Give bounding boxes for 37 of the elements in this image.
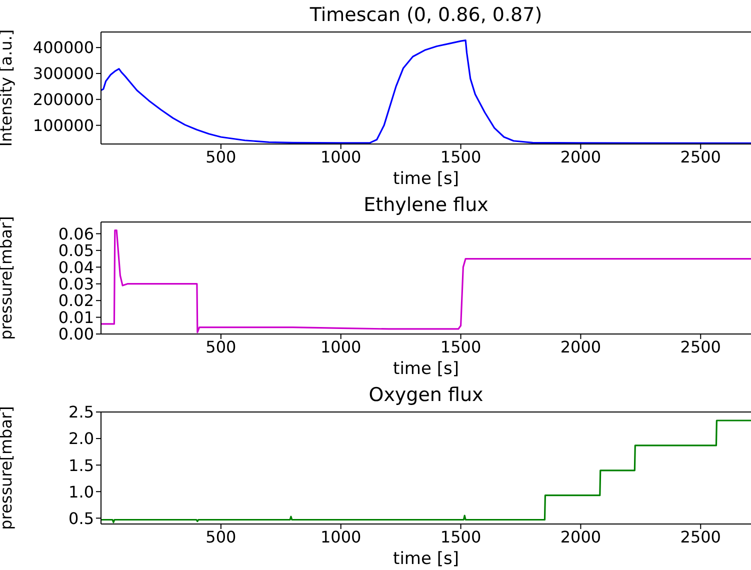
y-tick-label: 0.01 [58, 308, 94, 327]
y-tick-label: 0.03 [58, 274, 94, 294]
y-tick-label: 0.02 [58, 291, 94, 310]
x-tick-label: 1500 [440, 337, 482, 356]
y-tick-label: 400000 [32, 38, 94, 58]
x-tick-label: 2500 [680, 337, 721, 356]
x-tick-label: 1500 [440, 527, 482, 546]
y-tick-label: 0.06 [58, 224, 94, 244]
y-tick-label: 0.00 [58, 324, 94, 344]
x-axis-title: time [s] [393, 169, 459, 189]
x-tick-label: 2500 [680, 527, 721, 546]
x-tick-label: 1000 [320, 527, 362, 546]
x-tick-label: 1500 [440, 147, 482, 166]
chart-title: Ethylene flux [362, 194, 490, 216]
x-tick-label: 1000 [320, 337, 362, 356]
chart-title: Timescan (0, 0.86, 0.87) [308, 4, 544, 26]
x-tick-label: 500 [206, 337, 236, 356]
x-tick-label: 2000 [560, 147, 602, 166]
x-axis-title: time [s] [393, 549, 459, 569]
chart-title: Oxygen flux [368, 384, 484, 406]
y-tick-label: 0.5 [68, 508, 94, 528]
y-tick-label: 0.04 [58, 258, 94, 277]
x-tick-label: 1000 [320, 147, 362, 166]
x-tick-label: 500 [206, 147, 236, 166]
y-tick-label: 2.5 [68, 402, 94, 422]
y-tick-label: 1.0 [68, 482, 94, 502]
x-tick-label: 2500 [680, 147, 721, 166]
x-tick-label: 500 [206, 527, 236, 546]
x-tick-label: 2000 [560, 337, 602, 356]
y-tick-label: 1.5 [68, 456, 94, 475]
y-tick-label: 200000 [32, 90, 94, 110]
y-tick-label: 0.05 [58, 241, 94, 260]
y-tick-label: 300000 [32, 64, 94, 84]
x-tick-label: 2000 [560, 527, 602, 546]
x-axis-title: time [s] [393, 359, 459, 379]
y-tick-label: 2.0 [68, 429, 94, 448]
y-tick-label: 100000 [32, 116, 94, 136]
